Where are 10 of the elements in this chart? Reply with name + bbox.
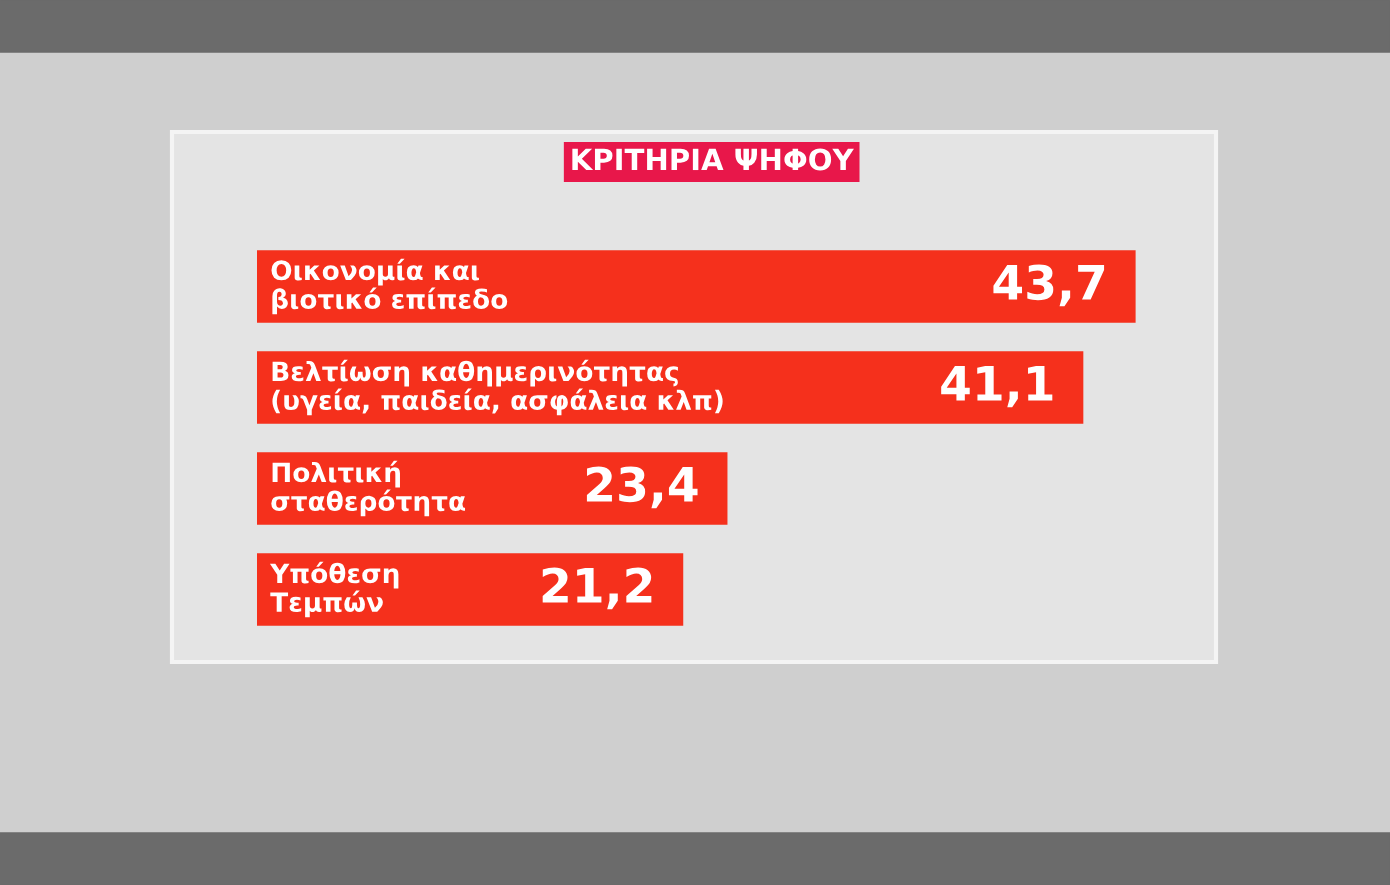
y-tick-label: Βελτίωση καθημερινότητας (υγεία, παιδεία, ασφάλεια κλπ) — [272, 359, 723, 416]
bar — [257, 250, 1136, 323]
y-tick-label: Πολιτική σταθερότητα — [271, 460, 466, 517]
data-label: 41,1 — [941, 366, 1053, 408]
y-tick-label: Υπόθεση Τεμπών — [269, 561, 399, 618]
data-label: 21,2 — [542, 567, 652, 610]
data-label: 43,7 — [993, 264, 1105, 307]
chart-title: ΚΡΙΤΗΡΙΑ ΨΗΦΟΥ — [572, 148, 854, 171]
data-label: 23,4 — [586, 466, 698, 509]
y-tick-label: Οικονομία και βιοτικό επίπεδο — [271, 258, 508, 315]
